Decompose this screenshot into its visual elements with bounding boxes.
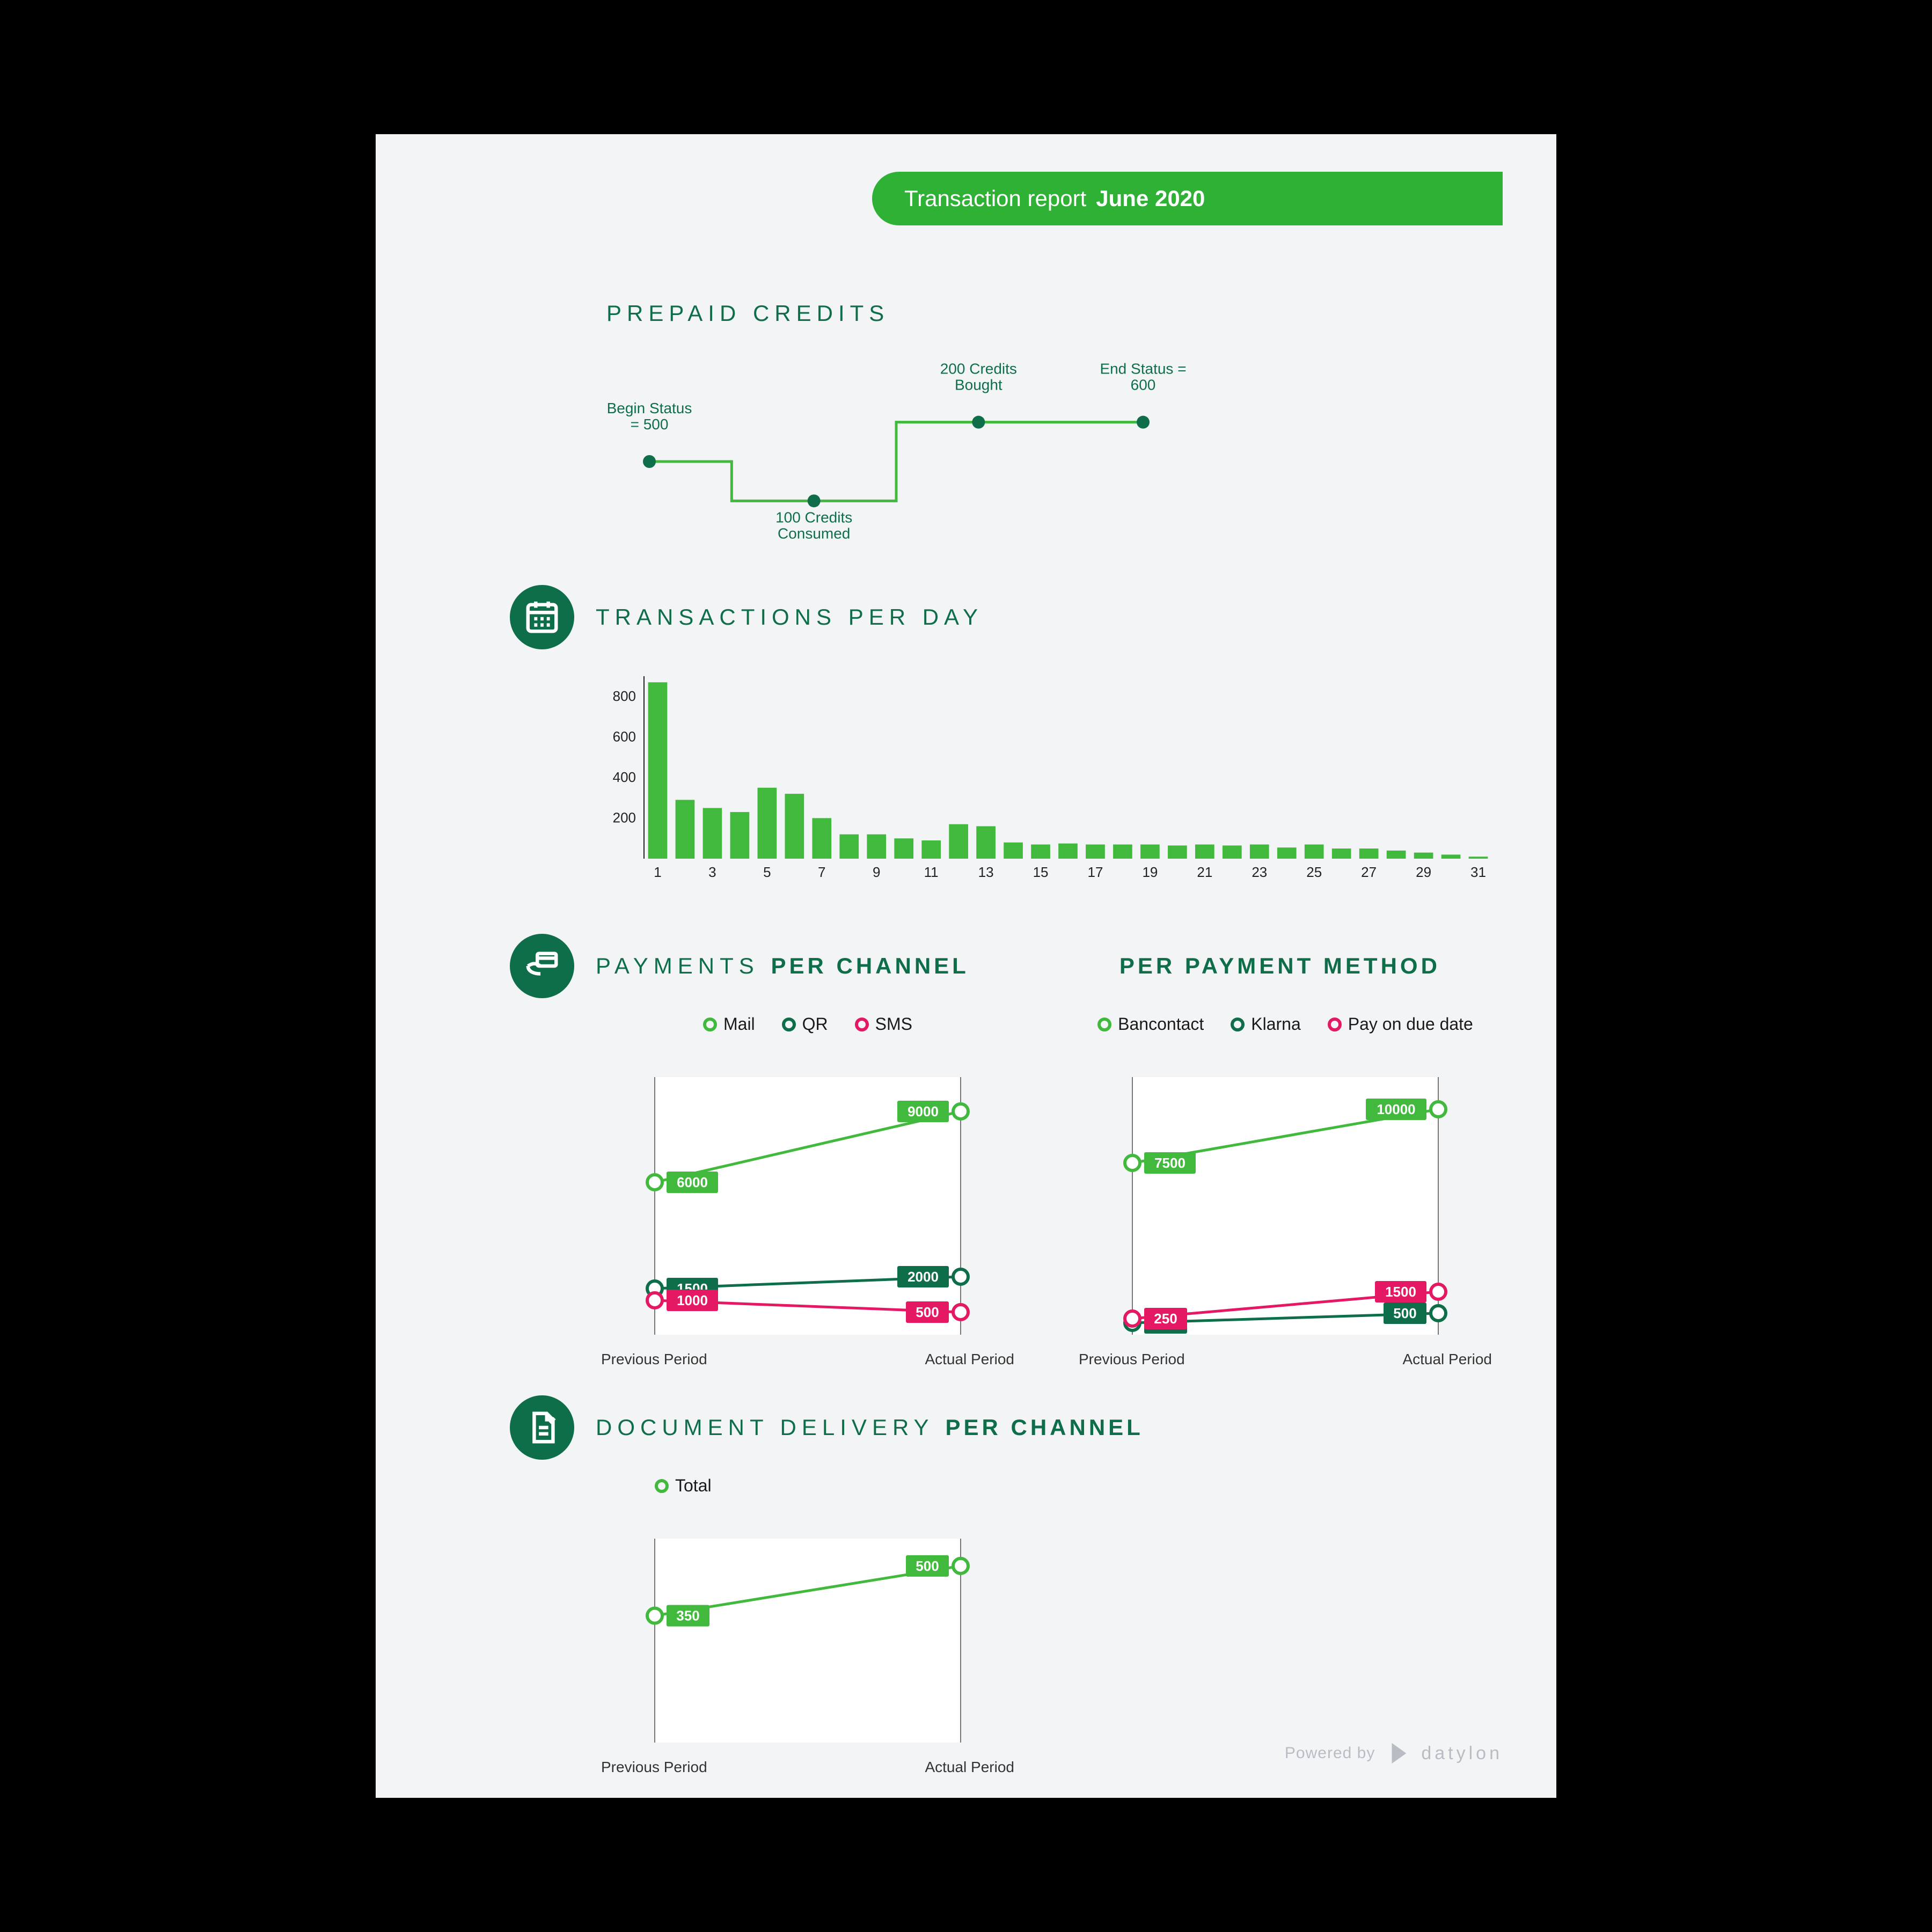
calendar-icon — [510, 585, 574, 649]
svg-text:600: 600 — [1131, 377, 1156, 393]
legend-ring-icon — [1328, 1018, 1342, 1031]
svg-text:1: 1 — [654, 864, 661, 880]
slope-method-chart: 750010000505002501500 — [1079, 1066, 1492, 1345]
period-cur: Actual Period — [1402, 1351, 1492, 1368]
legend-item: QR — [782, 1014, 828, 1034]
svg-text:2000: 2000 — [908, 1269, 939, 1285]
svg-text:29: 29 — [1416, 864, 1431, 880]
svg-text:End Status =: End Status = — [1100, 361, 1186, 377]
legend-label: SMS — [875, 1014, 912, 1034]
svg-text:600: 600 — [613, 728, 636, 744]
payments-channel-title: PAYMENTS PER CHANNEL — [596, 953, 969, 979]
delivery-title-b: PER CHANNEL — [945, 1415, 1143, 1440]
legend-item: SMS — [855, 1014, 912, 1034]
legend-ring-icon — [782, 1018, 796, 1031]
header-bar: Transaction report June 2020 — [872, 172, 1503, 225]
period-cur: Actual Period — [925, 1759, 1014, 1776]
period-prev: Previous Period — [601, 1351, 707, 1368]
payments-icon — [510, 934, 574, 998]
slope-channel: MailQRSMS 60009000150020001000500 Previo… — [601, 1014, 1014, 1368]
payments-method-title: PER PAYMENT METHOD — [1119, 953, 1440, 979]
svg-text:Bought: Bought — [955, 377, 1002, 393]
legend-ring-icon — [655, 1479, 669, 1493]
svg-text:15: 15 — [1033, 864, 1049, 880]
svg-text:350: 350 — [676, 1608, 699, 1624]
prepaid-chart: Begin Status= 500 100 CreditsConsumed 200 … — [606, 349, 1250, 553]
tpd-title: TRANSACTIONS PER DAY — [596, 604, 983, 630]
tpd-chart: 200400600800135791113151719212325272931 — [590, 665, 1503, 891]
header-date: June 2020 — [1096, 186, 1205, 211]
svg-text:200 Credits: 200 Credits — [940, 361, 1017, 377]
powered-by: Powered by — [1285, 1744, 1375, 1762]
legend-ring-icon — [1097, 1018, 1111, 1031]
legend-ring-icon — [1231, 1018, 1245, 1031]
svg-text:17: 17 — [1088, 864, 1103, 880]
svg-text:7500: 7500 — [1154, 1155, 1185, 1171]
svg-text:3: 3 — [708, 864, 716, 880]
svg-text:9000: 9000 — [908, 1103, 939, 1119]
payments-title-left: PAYMENTS — [596, 953, 759, 978]
svg-text:200: 200 — [613, 809, 636, 825]
legend-label: QR — [802, 1014, 828, 1034]
slope-method: Bancontact Klarna Pay on due date 7500 1000… — [1079, 1014, 1492, 1368]
svg-text:19: 19 — [1142, 864, 1158, 880]
svg-text:100 Credits: 100 Credits — [775, 509, 852, 525]
svg-text:800: 800 — [613, 688, 636, 704]
svg-text:500: 500 — [916, 1558, 939, 1574]
svg-text:Begin Status: Begin Status — [607, 400, 692, 416]
legend-ring-icon — [703, 1018, 717, 1031]
legend-label: Klarna — [1251, 1014, 1301, 1034]
svg-text:10000: 10000 — [1377, 1101, 1415, 1117]
legend-label: Bancontact — [1118, 1014, 1204, 1034]
payments-title-left-bold: PER CHANNEL — [771, 953, 969, 978]
legend-label: Pay on due date — [1348, 1014, 1473, 1034]
legend-item: Bancontact — [1097, 1014, 1204, 1034]
brand-name: datylon — [1421, 1743, 1503, 1764]
legend-delivery: Total — [655, 1476, 1014, 1496]
legend-channel: Mail QR SMS — [601, 1014, 1014, 1034]
period-cur: Actual Period — [925, 1351, 1014, 1368]
footer: Powered by datylon — [1285, 1741, 1503, 1766]
svg-text:7: 7 — [818, 864, 825, 880]
svg-text:1500: 1500 — [1385, 1284, 1416, 1300]
period-prev: Previous Period — [1079, 1351, 1185, 1368]
svg-text:Consumed: Consumed — [778, 525, 850, 541]
slope-channel-chart: 60009000150020001000500 — [601, 1066, 1014, 1345]
svg-text:11: 11 — [924, 864, 939, 880]
legend-item: Total — [655, 1476, 712, 1496]
delivery-title: DOCUMENT DELIVERY PER CHANNEL — [596, 1415, 1144, 1440]
legend-label: Total — [675, 1476, 712, 1496]
svg-text:31: 31 — [1470, 864, 1486, 880]
report-page: Transaction report June 2020 PREPAID CRE… — [376, 134, 1556, 1798]
header-label: Transaction report — [904, 186, 1086, 211]
svg-text:5: 5 — [763, 864, 771, 880]
legend-label: Mail — [723, 1014, 755, 1034]
delivery-title-a: DOCUMENT DELIVERY — [596, 1415, 934, 1440]
legend-item: Mail — [703, 1014, 755, 1034]
document-icon — [510, 1395, 574, 1460]
svg-text:400: 400 — [613, 769, 636, 785]
svg-text:25: 25 — [1306, 864, 1322, 880]
svg-text:23: 23 — [1252, 864, 1267, 880]
svg-text:500: 500 — [916, 1304, 939, 1320]
brand-icon — [1386, 1741, 1410, 1766]
svg-text:9: 9 — [873, 864, 880, 880]
svg-text:= 500: = 500 — [631, 416, 669, 433]
legend-method: Bancontact Klarna Pay on due date — [1079, 1014, 1492, 1034]
legend-item: Klarna — [1231, 1014, 1301, 1034]
prepaid-title: PREPAID CREDITS — [606, 301, 889, 326]
svg-text:1000: 1000 — [677, 1292, 708, 1308]
slope-delivery-chart: 350 500 — [601, 1528, 1014, 1753]
svg-text:21: 21 — [1197, 864, 1212, 880]
svg-text:6000: 6000 — [677, 1174, 708, 1190]
legend-ring-icon — [855, 1018, 869, 1031]
svg-text:250: 250 — [1154, 1311, 1177, 1327]
legend-item: Pay on due date — [1328, 1014, 1473, 1034]
period-prev: Previous Period — [601, 1759, 707, 1776]
svg-text:500: 500 — [1393, 1305, 1416, 1321]
svg-text:13: 13 — [978, 864, 994, 880]
svg-text:27: 27 — [1361, 864, 1377, 880]
